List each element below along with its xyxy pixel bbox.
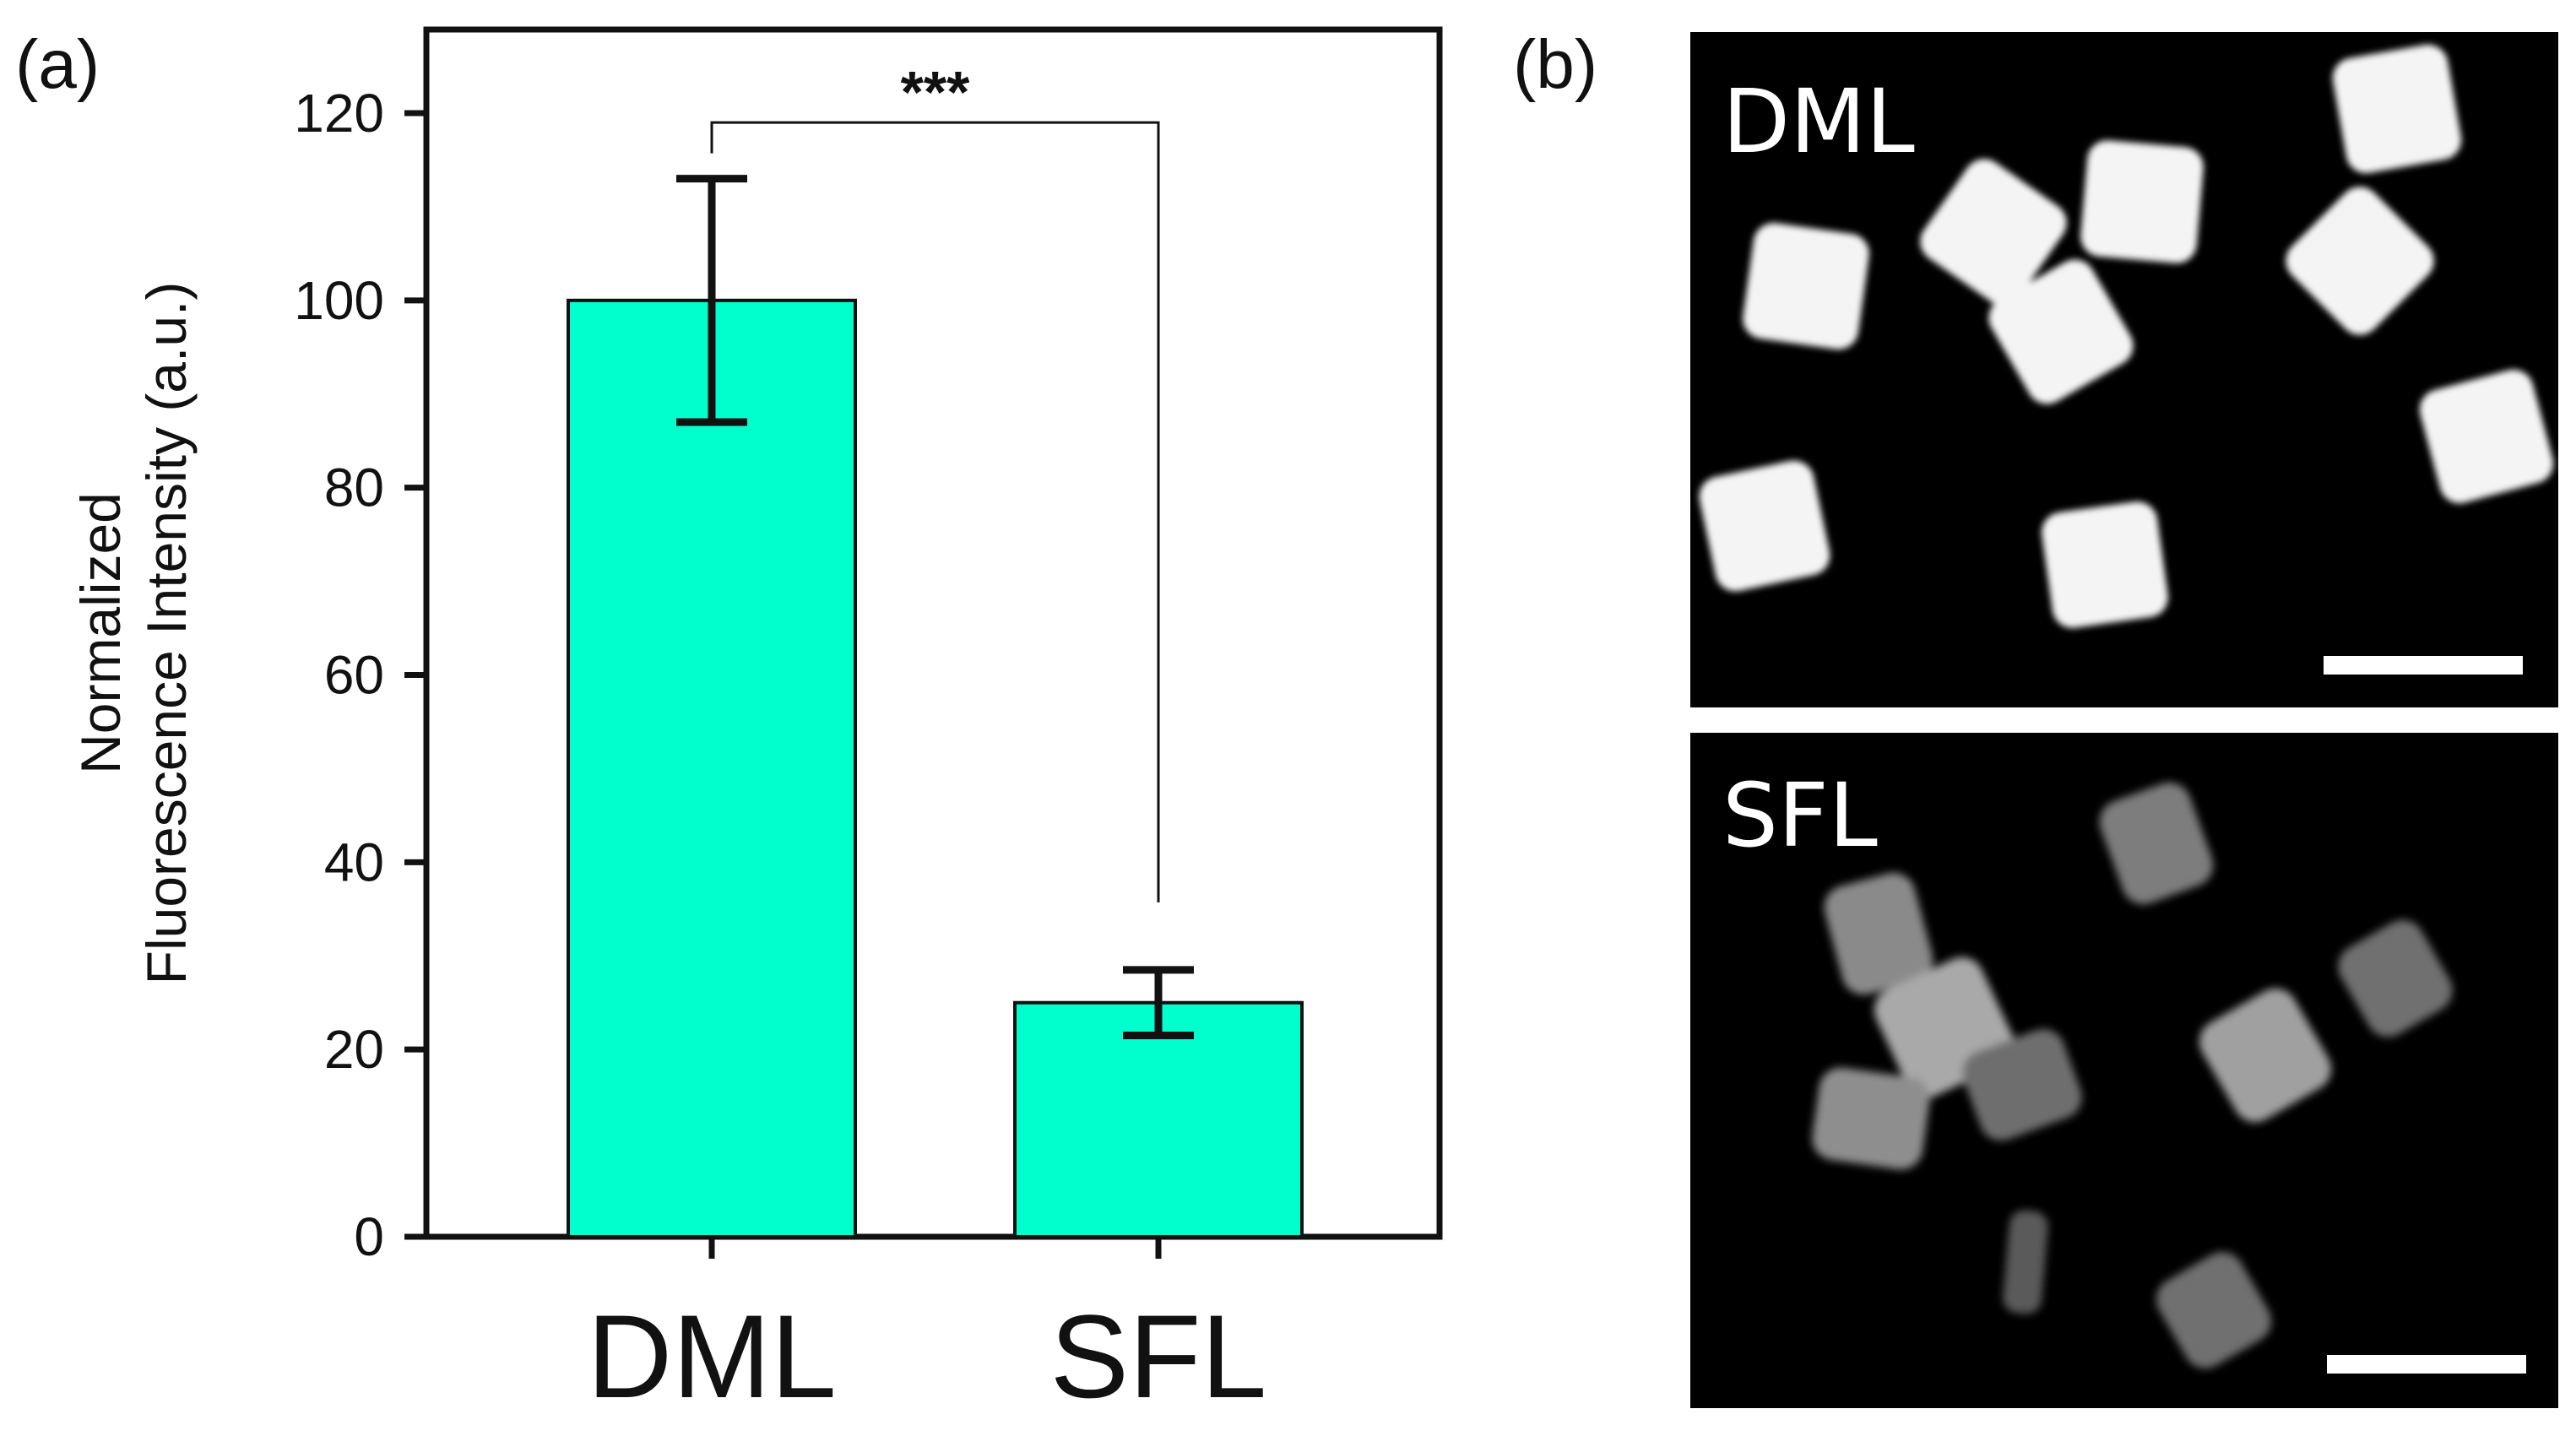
panel-b: (b) DML xyxy=(1513,26,2558,1408)
significance-label: *** xyxy=(901,59,970,125)
cube-particle xyxy=(2419,369,2554,504)
y-tick-label: 80 xyxy=(324,458,384,518)
dml-particles xyxy=(1699,44,2554,628)
plot-frame xyxy=(423,26,1443,1240)
cube-particle xyxy=(1920,159,2067,306)
scale-bar xyxy=(2324,656,2523,675)
micrograph-sfl: SFL xyxy=(1690,733,2558,1408)
cube-particle xyxy=(2338,919,2453,1038)
cube-particle xyxy=(1812,1067,1930,1170)
panel-a: (a) Normalized Fluorescence Intensity (a… xyxy=(15,26,1443,1422)
cube-particle xyxy=(2003,1210,2048,1314)
error-bars xyxy=(676,175,1194,1040)
y-axis-label: Normalized Fluorescence Intensity (a.u.) xyxy=(69,282,198,985)
scale-bar xyxy=(2327,1355,2526,1374)
cube-particle xyxy=(1743,223,1869,350)
y-tick-label: 120 xyxy=(294,83,384,144)
sfl-particles xyxy=(1812,783,2453,1368)
panel-a-label: (a) xyxy=(15,26,100,103)
cube-particle xyxy=(2042,501,2168,628)
cube-particle xyxy=(1962,1029,2082,1141)
cube-particle xyxy=(1988,259,2134,404)
cube-particle xyxy=(2199,988,2332,1123)
panel-b-label: (b) xyxy=(1513,26,1597,103)
y-tick-label: 0 xyxy=(354,1206,384,1267)
x-axis-ticks: DML SFL xyxy=(587,1237,1266,1422)
cube-particle xyxy=(2099,783,2214,904)
x-tick-label-dml: DML xyxy=(587,1290,837,1422)
y-axis-label-line-1: Normalized xyxy=(69,492,132,774)
y-axis-label-line-2: Fluorescence Intensity (a.u.) xyxy=(135,282,198,985)
micrograph-dml-label: DML xyxy=(1722,70,1915,173)
significance-bracket: *** xyxy=(710,59,1160,902)
bars xyxy=(567,298,1304,1239)
y-tick-label: 60 xyxy=(324,645,384,706)
y-tick-label: 40 xyxy=(324,832,384,892)
bar-dml xyxy=(567,298,857,1238)
cube-particle xyxy=(2286,187,2434,335)
micrograph-sfl-label: SFL xyxy=(1722,764,1878,867)
cube-particle xyxy=(2080,140,2204,263)
significance-line xyxy=(710,121,1160,902)
x-tick-label-sfl: SFL xyxy=(1050,1290,1267,1422)
cube-particle xyxy=(1824,872,1933,995)
cube-particle xyxy=(2156,1252,2271,1368)
cube-particle xyxy=(1699,460,1830,592)
y-tick-label: 20 xyxy=(324,1019,384,1080)
cube-particle xyxy=(2332,44,2462,174)
y-axis-ticks: 0 20 40 60 80 100 120 xyxy=(294,83,426,1267)
y-tick-label: 100 xyxy=(294,270,384,331)
micrograph-dml: DML xyxy=(1690,32,2558,707)
